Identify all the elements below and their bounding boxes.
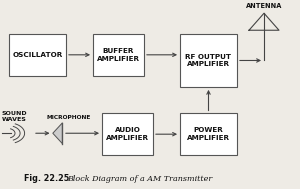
Text: OSCILLATOR: OSCILLATOR [12,52,63,58]
Bar [102,113,153,155]
Text: SOUND
WAVES: SOUND WAVES [2,111,27,122]
Text: RF OUTPUT
AMPLIFIER: RF OUTPUT AMPLIFIER [185,54,232,67]
Bar [180,34,237,87]
Bar [180,113,237,155]
Polygon shape [53,123,62,144]
Text: MICROPHONE: MICROPHONE [46,115,91,120]
Text: Block Diagram of a AM Transmitter: Block Diagram of a AM Transmitter [68,175,213,183]
Text: AUDIO
AMPLIFIER: AUDIO AMPLIFIER [106,127,149,141]
Text: BUFFER
AMPLIFIER: BUFFER AMPLIFIER [97,48,140,62]
Text: POWER
AMPLIFIER: POWER AMPLIFIER [187,127,230,141]
Text: ANTENNA: ANTENNA [246,2,282,9]
Text: Fig. 22.25: Fig. 22.25 [24,174,69,183]
Bar [9,34,66,76]
Bar [93,34,144,76]
